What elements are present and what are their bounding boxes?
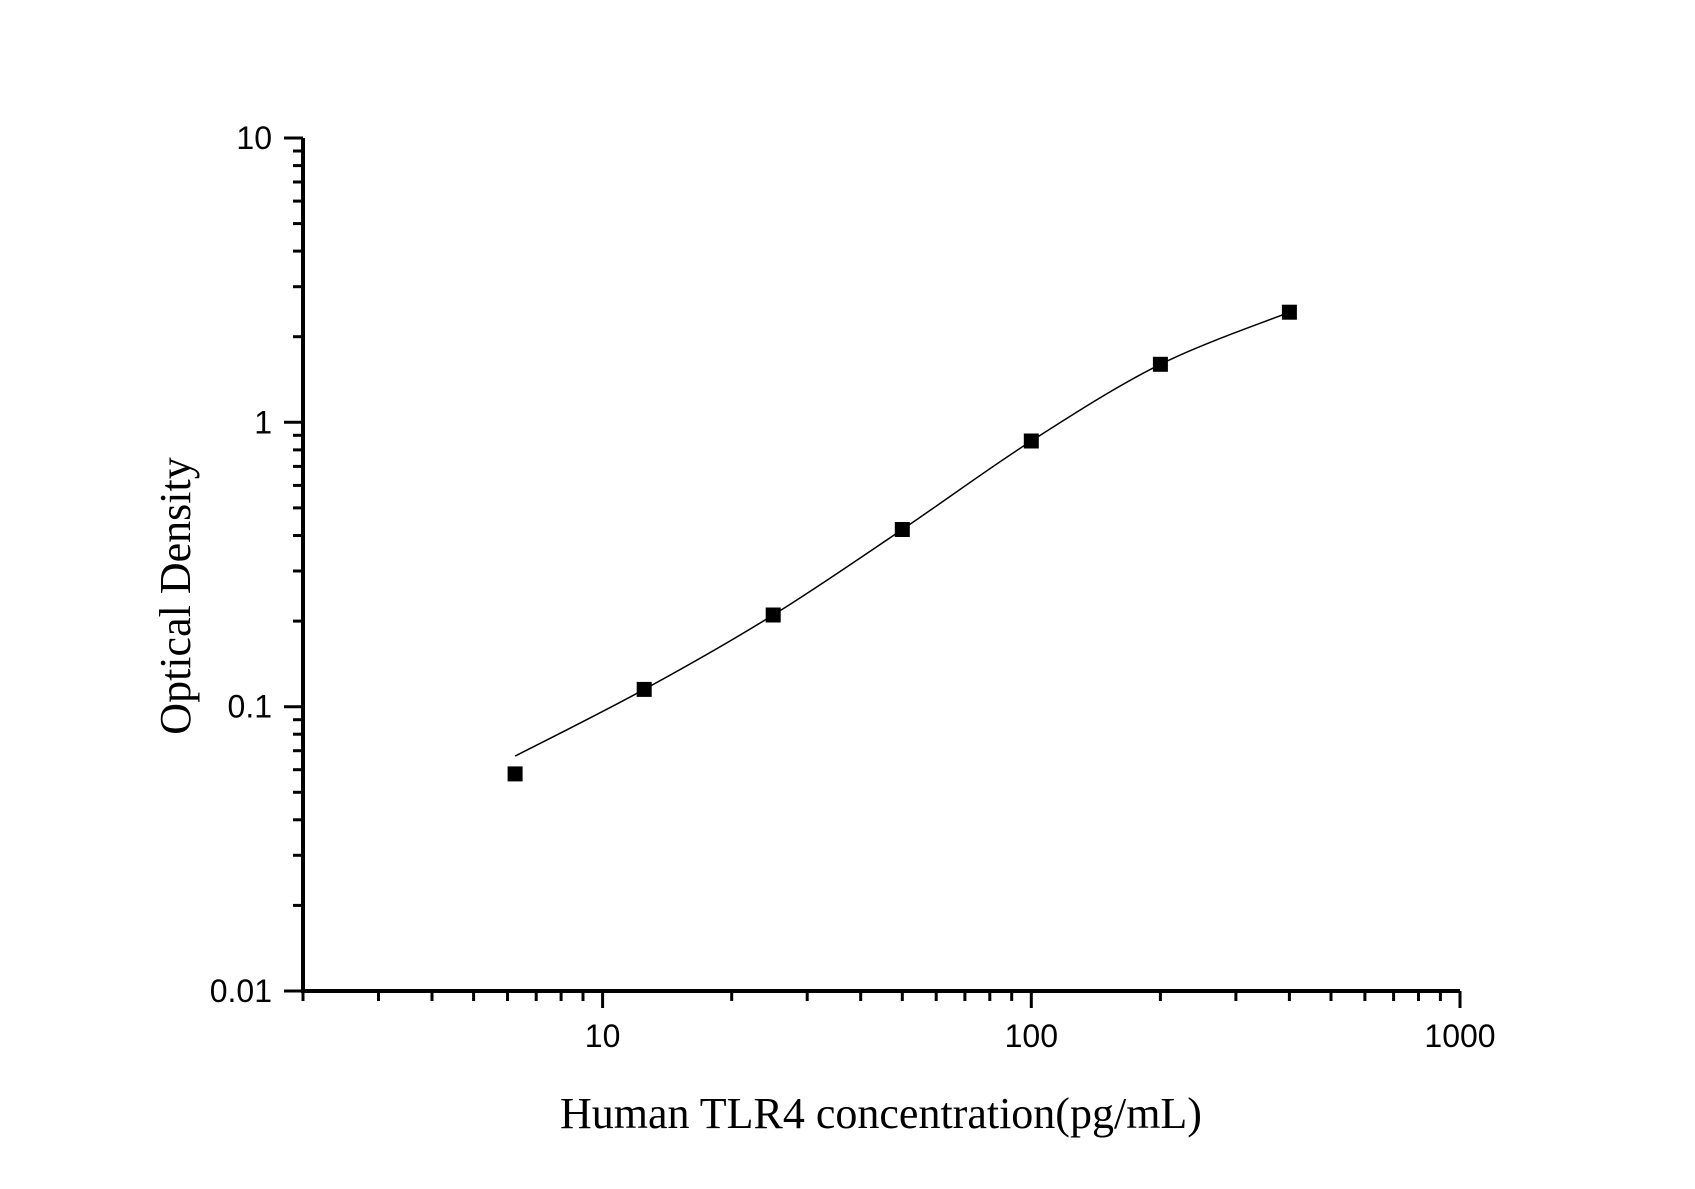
x-tick-label: 1000 xyxy=(1424,1018,1495,1054)
x-tick-label: 10 xyxy=(585,1018,621,1054)
y-tick-label: 0.01 xyxy=(210,973,272,1009)
data-point-marker xyxy=(765,607,781,623)
data-point-marker xyxy=(636,681,652,697)
tick-labels: 10 100 1000 0.01 0.1 1 10 xyxy=(210,120,1496,1054)
data-point-marker xyxy=(1023,433,1039,449)
x-tick-label: 100 xyxy=(1005,1018,1058,1054)
data-point-marker xyxy=(507,766,523,782)
y-tick-label: 10 xyxy=(236,120,272,156)
axis-ticks xyxy=(284,136,1462,1008)
data-point-marker xyxy=(894,522,910,537)
axis-lines xyxy=(301,138,1460,993)
data-points xyxy=(507,304,1297,782)
y-tick-label: 0.1 xyxy=(228,689,272,725)
data-point-marker xyxy=(1152,356,1168,372)
axes xyxy=(301,138,1460,993)
y-axis-title: Optical Density xyxy=(151,457,200,734)
x-axis-title: Human TLR4 concentration(pg/mL) xyxy=(560,1089,1202,1138)
y-tick-label: 1 xyxy=(254,404,272,440)
data-point-marker xyxy=(1281,304,1297,320)
